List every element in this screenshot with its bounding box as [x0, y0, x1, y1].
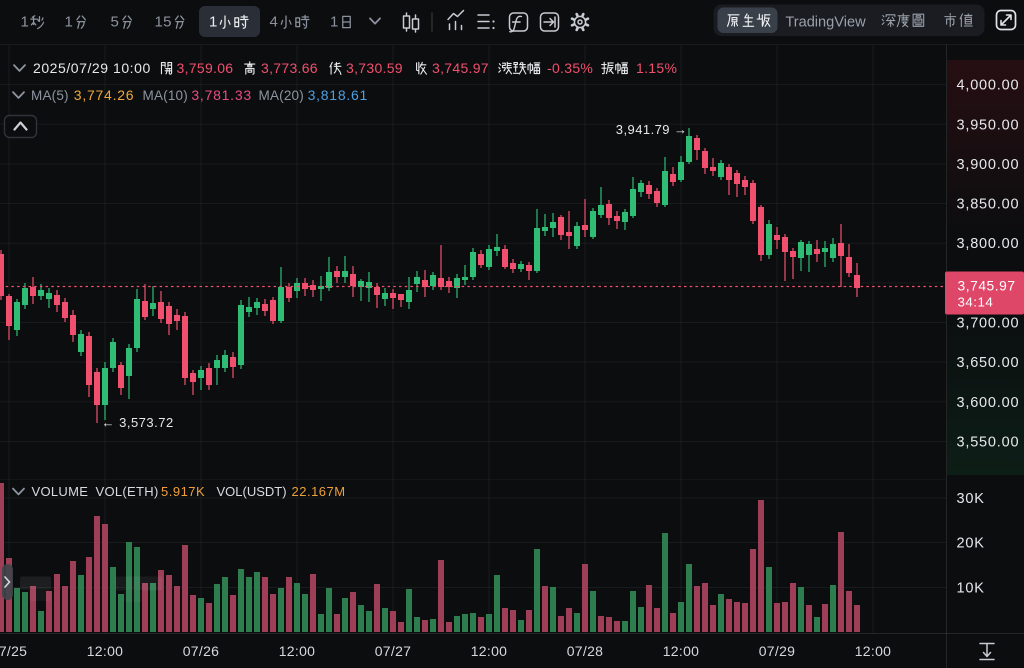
svg-text:12:00: 12:00 — [279, 643, 316, 659]
svg-text:MA(5): MA(5) — [31, 88, 69, 103]
svg-text:3,745.97: 3,745.97 — [958, 279, 1016, 294]
svg-text:MA(20): MA(20) — [259, 88, 304, 103]
svg-text:1.15%: 1.15% — [636, 60, 677, 76]
svg-text:3,818.61: 3,818.61 — [308, 87, 369, 103]
svg-text:TradingView: TradingView — [785, 15, 866, 31]
svg-text:34:14: 34:14 — [958, 295, 994, 310]
svg-text:3,900.00: 3,900.00 — [957, 157, 1020, 173]
svg-text:1: 1 — [65, 14, 74, 31]
svg-text:3,800.00: 3,800.00 — [957, 236, 1020, 252]
svg-text:07/28: 07/28 — [567, 643, 604, 659]
svg-text:3,650.00: 3,650.00 — [957, 355, 1020, 371]
svg-text:22.167M: 22.167M — [292, 484, 346, 499]
svg-text:-0.35%: -0.35% — [547, 60, 593, 76]
svg-text:3,550.00: 3,550.00 — [957, 434, 1020, 450]
svg-text:1: 1 — [21, 14, 30, 31]
svg-text:3,700.00: 3,700.00 — [957, 316, 1020, 332]
svg-text:2025/07/29 10:00: 2025/07/29 10:00 — [33, 60, 151, 76]
svg-text:← 3,573.72: ← 3,573.72 — [102, 415, 174, 430]
svg-text:30K: 30K — [957, 491, 985, 507]
svg-text:5: 5 — [111, 14, 120, 31]
svg-text:4,000.00: 4,000.00 — [957, 78, 1020, 94]
svg-text:07/27: 07/27 — [375, 643, 412, 659]
svg-text:07/25: 07/25 — [0, 643, 27, 659]
svg-text:3,730.59: 3,730.59 — [346, 60, 403, 76]
svg-text:MA(10): MA(10) — [143, 88, 188, 103]
svg-text:12:00: 12:00 — [663, 643, 700, 659]
svg-text:3,950.00: 3,950.00 — [957, 117, 1020, 133]
svg-text:10K: 10K — [957, 581, 985, 597]
svg-text:3,781.33: 3,781.33 — [191, 87, 252, 103]
svg-text:12:00: 12:00 — [87, 643, 124, 659]
svg-text:5.917K: 5.917K — [161, 484, 205, 499]
svg-text:1: 1 — [209, 14, 218, 31]
svg-text:07/26: 07/26 — [183, 643, 220, 659]
svg-text:12:00: 12:00 — [855, 643, 892, 659]
svg-text:12:00: 12:00 — [471, 643, 508, 659]
svg-text:1: 1 — [330, 14, 339, 31]
svg-text:3,745.97: 3,745.97 — [432, 60, 489, 76]
svg-text:07/29: 07/29 — [759, 643, 796, 659]
svg-text:3,941.79 →: 3,941.79 → — [616, 122, 688, 137]
svg-text:VOLUME: VOLUME — [32, 484, 89, 499]
svg-text:3,774.26: 3,774.26 — [74, 87, 135, 103]
svg-text:20K: 20K — [957, 536, 985, 552]
svg-text:VOL(USDT): VOL(USDT) — [217, 484, 287, 499]
svg-text:3,773.66: 3,773.66 — [261, 60, 318, 76]
svg-text:15: 15 — [155, 14, 172, 31]
svg-text:4: 4 — [270, 14, 279, 31]
svg-text:3,600.00: 3,600.00 — [957, 395, 1020, 411]
svg-text:3,759.06: 3,759.06 — [177, 60, 234, 76]
svg-text:3,850.00: 3,850.00 — [957, 197, 1020, 213]
svg-text:VOL(ETH): VOL(ETH) — [96, 484, 159, 499]
